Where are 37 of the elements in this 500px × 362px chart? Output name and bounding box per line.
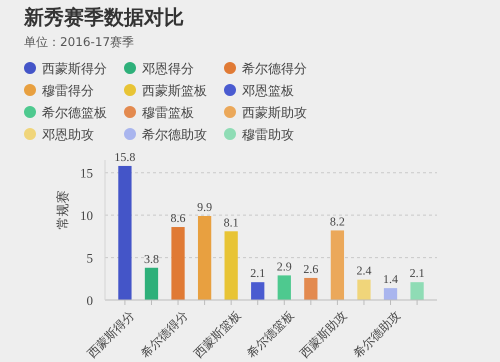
legend-label: 穆雷助攻 <box>242 128 294 143</box>
data-label: 8.1 <box>224 215 239 230</box>
data-label: 1.4 <box>383 272 398 286</box>
data-label: 2.4 <box>356 264 372 278</box>
data-label: 2.1 <box>250 266 266 280</box>
legend-label: 西蒙斯篮板 <box>142 84 207 99</box>
legend-label: 希尔德篮板 <box>42 106 107 121</box>
data-label: 2.9 <box>276 259 292 274</box>
x-tick-label: 西蒙斯得分 <box>84 308 138 361</box>
legend-label: 穆雷得分 <box>42 84 94 99</box>
legend-label: 邓恩得分 <box>142 62 194 77</box>
y-tick-label: 15 <box>80 166 93 181</box>
y-axis-title: 常规赛 <box>55 190 71 230</box>
legend-label: 邓恩篮板 <box>242 84 294 99</box>
chart-title: 新秀赛季数据对比 <box>23 5 184 29</box>
legend-label: 西蒙斯得分 <box>42 62 107 77</box>
legend-label: 希尔德助攻 <box>142 128 207 143</box>
y-tick-label: 0 <box>86 293 93 308</box>
x-tick-label: 希尔德助攻 <box>350 308 403 361</box>
x-tick-label: 希尔德篮板 <box>244 308 297 361</box>
legend-label: 邓恩助攻 <box>42 128 94 143</box>
x-tick-label: 西蒙斯助攻 <box>297 308 350 361</box>
x-tick-label: 西蒙斯篮板 <box>191 308 244 361</box>
x-tick-label: 希尔德得分 <box>138 308 190 361</box>
data-label: 3.8 <box>144 252 159 266</box>
legend-label: 希尔德得分 <box>242 62 307 77</box>
data-label: 15.8 <box>114 150 136 164</box>
data-label: 2.6 <box>303 262 318 276</box>
data-label: 2.1 <box>410 266 425 280</box>
data-label: 8.2 <box>330 214 345 228</box>
legend-label: 穆雷篮板 <box>142 106 194 121</box>
y-tick-label: 10 <box>80 208 93 224</box>
y-tick-label: 5 <box>86 250 93 266</box>
chart-subtitle: 单位：2016-17赛季 <box>24 35 134 49</box>
data-label: 9.9 <box>197 200 212 214</box>
data-label: 8.6 <box>170 211 186 226</box>
legend-label: 西蒙斯助攻 <box>242 106 307 121</box>
